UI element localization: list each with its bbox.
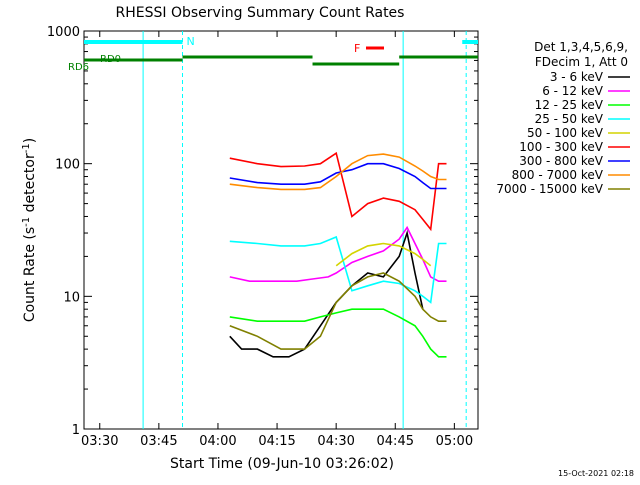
legend-item-label: 25 - 50 keV	[535, 112, 604, 126]
plot-area: 03:30 03:45 04:00 04:15 04:30 04:45 05:00 1101…	[47, 25, 479, 449]
decimation-label-rd0: RD0	[100, 54, 121, 65]
flare-flag-label: F	[354, 42, 360, 55]
y-axis-ticks: 1 10 100 1000	[47, 25, 478, 438]
x-tick-label: 03:45	[140, 434, 177, 449]
legend-item-label: 7000 - 15000 keV	[496, 182, 603, 196]
overlay-markers: N RD0 RD6 F	[68, 31, 478, 429]
decimation-label-rd6: RD6	[68, 62, 89, 73]
chart-title: RHESSI Observing Summary Count Rates	[116, 5, 405, 21]
y-axis-label-part-3: detector	[22, 153, 38, 217]
y-tick-label: 1000	[47, 25, 80, 40]
y-axis-label-part-5: )	[22, 138, 38, 143]
y-axis-label-part-2: -1	[21, 217, 32, 227]
legend-item-label: 3 - 6 keV	[550, 70, 604, 84]
legend-item-label: 100 - 300 keV	[519, 140, 603, 154]
legend-item-label: 50 - 100 keV	[527, 126, 604, 140]
series-line	[229, 272, 447, 350]
y-axis-label-part-4: -1	[21, 143, 32, 153]
y-tick-label: 10	[63, 290, 80, 305]
legend-header-line-2: FDecim 1, Att 0	[535, 55, 628, 69]
night-marker-label: N	[187, 35, 195, 48]
y-tick-label: 1	[72, 423, 80, 438]
y-tick-label: 100	[55, 158, 80, 173]
legend-item-label: 800 - 7000 keV	[512, 168, 604, 182]
legend-header-line-1: Det 1,3,4,5,6,9,	[534, 40, 628, 54]
series-layer	[229, 151, 447, 358]
series-line	[229, 225, 447, 283]
series-line	[229, 235, 447, 304]
x-tick-label: 04:00	[199, 434, 236, 449]
x-axis-ticks: 03:30 03:45 04:00 04:15 04:30 04:45 05:00	[81, 31, 473, 449]
x-tick-label: 05:00	[436, 434, 473, 449]
series-line	[229, 151, 447, 232]
legend-item-label: 300 - 800 keV	[519, 154, 603, 168]
x-tick-label: 03:30	[81, 434, 118, 449]
x-tick-label: 04:30	[317, 434, 354, 449]
legend: Det 1,3,4,5,6,9, FDecim 1, Att 0 3 - 6 k…	[496, 40, 630, 196]
series-line	[229, 308, 447, 358]
plot-frame	[83, 30, 479, 430]
legend-item-label: 12 - 25 keV	[535, 98, 604, 112]
series-line	[335, 242, 432, 267]
x-axis-label: Start Time (09-Jun-10 03:26:02)	[170, 456, 394, 472]
series-line	[229, 153, 447, 191]
legend-item-label: 6 - 12 keV	[542, 84, 604, 98]
series-line	[229, 162, 447, 190]
y-axis-label-part-1: Count Rate (s	[22, 227, 38, 322]
footer-timestamp: 15-Oct-2021 02:18	[558, 469, 634, 478]
x-tick-label: 04:45	[377, 434, 414, 449]
x-tick-label: 04:15	[258, 434, 295, 449]
y-axis-label: Count Rate (s-1 detector-1)	[21, 138, 39, 322]
